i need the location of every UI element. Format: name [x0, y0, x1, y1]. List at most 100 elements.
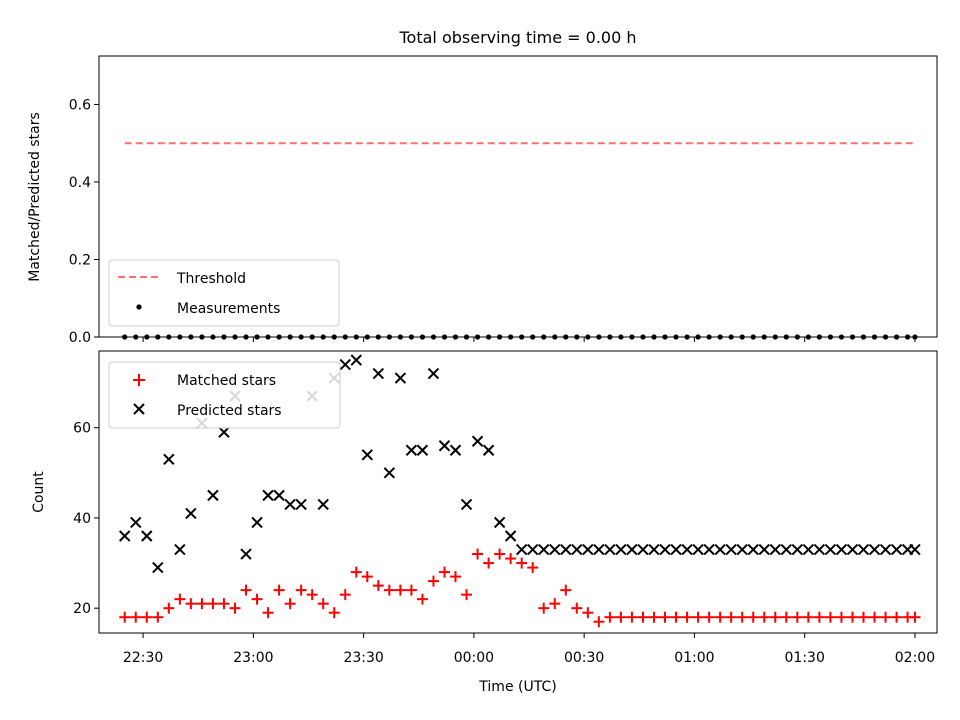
- matched-star-point: [196, 598, 208, 610]
- matched-star-point: [846, 611, 858, 623]
- predicted-star-point: [284, 498, 296, 511]
- top-axes-frame: [98, 55, 938, 338]
- bottom-legend: Matched stars Predicted stars: [108, 361, 341, 429]
- matched-star-point: [207, 598, 219, 610]
- predicted-star-point: [504, 530, 517, 542]
- matched-star-point: [736, 611, 748, 623]
- predicted-star-point: [549, 543, 561, 556]
- predicted-star-point: [273, 489, 285, 502]
- predicted-star-point: [538, 543, 550, 556]
- predicted-star-point: [152, 561, 164, 574]
- matched-star-point: [339, 589, 351, 601]
- matched-star-point: [372, 580, 384, 592]
- predicted-star-point: [791, 543, 804, 556]
- matched-star-point: [769, 611, 781, 623]
- bottom-y-axis-label: Count: [31, 471, 47, 513]
- predicted-star-point: [692, 543, 704, 556]
- bottom-panel: Count Time (UTC) 20 40 60 22:30 23:00 23:30 00…: [31, 350, 938, 695]
- predicted-star-point: [141, 530, 153, 542]
- predicted-legend-marker: [133, 403, 145, 415]
- matched-star-point: [141, 611, 153, 623]
- bottom-x-tick-label: 02:00: [895, 650, 935, 666]
- matched-star-point: [130, 611, 142, 623]
- predicted-star-point: [317, 498, 329, 511]
- predicted-star-point: [670, 543, 682, 556]
- matched-star-point: [824, 611, 836, 623]
- predicted-star-point: [846, 543, 859, 556]
- threshold-legend-label: Threshold: [176, 271, 246, 287]
- matched-star-point: [791, 611, 803, 623]
- matched-star-point: [637, 611, 649, 623]
- predicted-star-point: [218, 426, 230, 438]
- matched-star-point: [703, 611, 715, 623]
- predicted-star-point: [747, 543, 759, 556]
- bottom-x-tick-label: 23:00: [233, 650, 273, 666]
- predicted-star-point: [824, 543, 837, 556]
- bottom-x-tick-label: 01:00: [674, 650, 714, 666]
- matched-star-point: [758, 611, 770, 623]
- matched-star-point: [295, 584, 307, 596]
- bottom-x-tick-label: 00:00: [454, 650, 494, 666]
- predicted-star-point: [207, 489, 219, 502]
- matched-star-point: [802, 611, 814, 623]
- top-y-tick-label: 0.6: [69, 97, 91, 113]
- matched-star-point: [505, 553, 517, 565]
- predicted-star-point: [416, 444, 429, 456]
- matched-star-point: [483, 557, 495, 569]
- bottom-x-tick-label: 23:30: [343, 650, 383, 666]
- predicted-star-point: [582, 543, 594, 556]
- matched-star-point: [626, 611, 638, 623]
- measurements-legend-marker: [136, 304, 142, 310]
- top-y-tick-label: 0.4: [69, 175, 91, 191]
- matched-star-point: [835, 611, 847, 623]
- bottom-axes-frame: [98, 350, 938, 634]
- top-y-tick-label: 0.0: [69, 330, 91, 346]
- matched-star-point: [582, 607, 594, 619]
- predicted-star-point: [471, 435, 484, 447]
- matched-star-point: [350, 566, 362, 578]
- predicted-star-point: [909, 543, 921, 556]
- matched-star-point: [780, 611, 792, 623]
- matched-star-point: [692, 611, 704, 623]
- matched-star-point: [560, 584, 572, 596]
- predicted-star-point: [383, 467, 396, 479]
- predicted-star-point: [339, 358, 351, 371]
- predicted-star-point: [361, 449, 374, 461]
- matched-star-point: [361, 571, 373, 583]
- predicted-star-point: [780, 543, 793, 556]
- predicted-star-point: [438, 440, 451, 452]
- matched-star-point: [427, 575, 439, 587]
- matched-star-point: [262, 607, 274, 619]
- predicted-star-point: [482, 444, 495, 456]
- matched-star-point: [461, 589, 473, 601]
- matched-star-point: [615, 611, 627, 623]
- predicted-star-point: [802, 543, 815, 556]
- predicted-star-point: [879, 543, 892, 556]
- predicted-star-point: [890, 543, 903, 556]
- predicted-star-point: [659, 543, 671, 556]
- matched-star-point: [891, 611, 903, 623]
- predicted-star-point: [130, 516, 142, 529]
- predicted-star-point: [295, 498, 307, 511]
- matched-star-point: [648, 611, 660, 623]
- bottom-x-axis-label: Time (UTC): [478, 679, 556, 695]
- predicted-star-point: [813, 543, 826, 556]
- bottom-x-tick-label: 00:30: [564, 650, 604, 666]
- predicted-star-point: [526, 543, 539, 556]
- predicted-star-point: [835, 543, 848, 556]
- matched-star-point: [494, 548, 506, 560]
- matched-star-point: [880, 611, 892, 623]
- top-legend-box: [108, 259, 340, 327]
- predicted-star-point: [703, 543, 715, 556]
- predicted-star-point: [736, 543, 748, 556]
- top-chart-title: Total observing time = 0.00 h: [398, 28, 636, 47]
- predicted-star-point: [637, 543, 649, 556]
- top-legend: Threshold Measurements: [108, 259, 340, 327]
- bottom-x-tick-label: 22:30: [123, 650, 163, 666]
- predicted-star-point: [593, 543, 605, 556]
- matched-legend-marker: [133, 374, 145, 386]
- bottom-plot-area: 20 40 60 22:30 23:00 23:30 00:00 00:30 01:00 01:3…: [73, 354, 935, 666]
- matched-star-point: [604, 611, 616, 623]
- matched-star-point: [571, 602, 583, 614]
- matched-star-point: [714, 611, 726, 623]
